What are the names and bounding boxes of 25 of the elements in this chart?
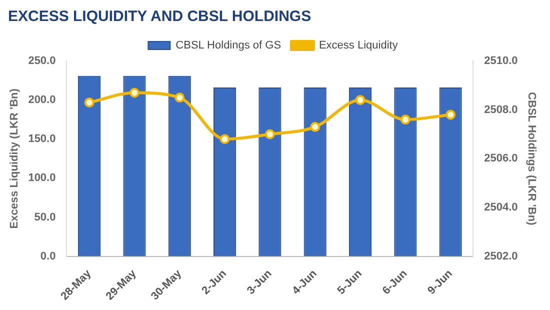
y2-tick-label: 2502.0: [484, 250, 518, 262]
y-tick-label: 50.0: [34, 211, 56, 224]
legend-label: CBSL Holdings of GS: [176, 40, 282, 52]
point: [84, 98, 94, 108]
y-tick-label: 250.0: [28, 55, 56, 68]
y-tick-label: 200.0: [28, 94, 56, 106]
y2-tick-label: 2510.0: [484, 55, 518, 68]
point: [220, 134, 230, 144]
y-tick-label: 0.0: [40, 250, 56, 262]
y2-tick-label: 2506.0: [484, 152, 518, 165]
y-tick-label: 150.0: [28, 133, 56, 146]
y2-axis-title: CBSL Holdings (LKR 'Bn): [525, 92, 538, 226]
point: [310, 122, 320, 132]
point: [446, 110, 456, 120]
point: [129, 88, 140, 98]
y-axis-title: Excess Liquidity (LKR 'Bn): [8, 88, 21, 229]
y2-tick-label: 2508.0: [484, 104, 518, 116]
point: [174, 92, 185, 103]
point: [355, 95, 366, 106]
legend-label: Excess Liquidity: [318, 40, 398, 52]
y2-tick-label: 2504.0: [484, 202, 518, 214]
y-tick-label: 100.0: [28, 172, 56, 184]
point: [264, 129, 275, 140]
point: [400, 114, 410, 125]
chart-title: EXCESS LIQUIDITY AND CBSL HOLDINGS: [7, 7, 312, 27]
